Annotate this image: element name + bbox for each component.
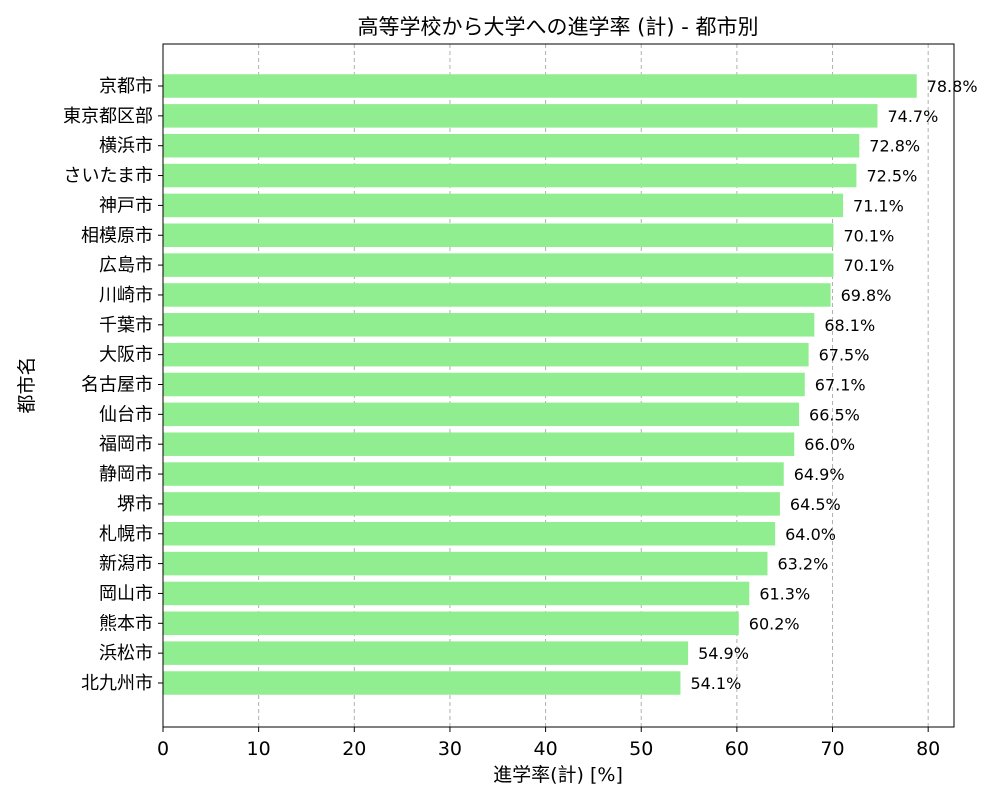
x-tick-layer: 0 10 20 30 40 50 60 70 80	[157, 727, 940, 760]
x-tick-label: 0	[157, 738, 169, 760]
bar	[163, 611, 739, 636]
y-tick-label: 岡山市	[99, 583, 153, 604]
bar	[163, 342, 809, 367]
bar	[163, 522, 776, 546]
bar	[163, 74, 917, 98]
bar-value-label: 74.7%	[887, 107, 938, 126]
data-label-layer: 78.8% 74.7% 72.8% 72.5% 71.1% 70.1% 70.1% 69.8%…	[690, 77, 977, 693]
y-axis-label: 都市名	[16, 356, 38, 413]
bar-value-label: 69.8%	[841, 286, 892, 305]
bar-value-label: 68.1%	[824, 316, 875, 335]
y-tick-label: 札幌市	[99, 524, 153, 545]
bar	[163, 253, 834, 277]
chart-title: 高等学校から大学への進学率 (計) - 都市別	[358, 15, 759, 39]
bar-value-label: 54.9%	[698, 644, 749, 663]
bar-value-label: 78.8%	[927, 77, 978, 96]
y-tick-label: 福岡市	[99, 434, 153, 455]
y-tick-label: 神戸市	[99, 195, 153, 216]
y-tick-label: 名古屋市	[81, 375, 153, 396]
x-tick-label: 10	[247, 738, 271, 760]
bar-value-label: 70.1%	[843, 256, 894, 275]
bar	[163, 372, 805, 397]
y-tick-label: 熊本市	[99, 613, 153, 634]
x-tick-label: 50	[629, 738, 653, 760]
bar	[163, 163, 857, 188]
x-axis-label: 進学率(計) [%]	[493, 764, 623, 786]
bar	[163, 671, 681, 695]
y-tick-label: 堺市	[117, 494, 153, 515]
bar-value-label: 60.2%	[749, 614, 800, 633]
y-tick-label: 仙台市	[99, 404, 153, 425]
y-tick-label: さいたま市	[64, 166, 153, 187]
y-tick-label: 相模原市	[81, 225, 153, 246]
bar	[163, 193, 844, 218]
x-tick-label: 40	[533, 738, 557, 760]
y-tick-label: 広島市	[99, 255, 153, 276]
plot-frame	[162, 43, 955, 728]
bar-value-label: 72.5%	[866, 167, 917, 186]
bar-value-label: 64.0%	[785, 525, 836, 544]
x-tick-label: 60	[725, 738, 749, 760]
x-tick-label: 70	[820, 738, 844, 760]
bar	[163, 551, 768, 576]
bar-value-label: 67.1%	[815, 376, 866, 395]
bar	[163, 313, 815, 337]
bar	[163, 133, 860, 158]
bar-layer	[163, 74, 917, 695]
bar	[163, 283, 831, 307]
bar	[163, 223, 834, 247]
x-tick-label: 20	[342, 738, 366, 760]
x-tick-label: 80	[916, 738, 940, 760]
y-tick-label: 横浜市	[99, 136, 153, 157]
y-tick-label: 新潟市	[99, 554, 153, 575]
bar	[163, 432, 795, 456]
bar-value-label: 66.0%	[804, 435, 855, 454]
bar-value-label: 72.8%	[869, 137, 920, 156]
bar	[163, 641, 689, 665]
y-tick-layer: 京都市東京都区部横浜市さいたま市神戸市相模原市広島市川崎市千葉市大阪市名古屋市仙…	[63, 76, 163, 694]
bar	[163, 492, 780, 516]
y-tick-label: 北九州市	[81, 673, 153, 694]
y-tick-label: 東京都区部	[63, 106, 153, 127]
bar-value-label: 67.5%	[819, 346, 870, 365]
y-tick-label: 川崎市	[99, 285, 153, 306]
bar-value-label: 61.3%	[759, 584, 810, 603]
bar-value-label: 70.1%	[843, 226, 894, 245]
bar-value-label: 66.5%	[809, 405, 860, 424]
y-tick-label: 大阪市	[99, 345, 153, 366]
bar-value-label: 71.1%	[853, 196, 904, 215]
bar-value-label: 63.2%	[777, 555, 828, 574]
bar	[163, 104, 878, 128]
y-tick-label: 静岡市	[99, 464, 153, 485]
y-tick-label: 千葉市	[99, 315, 153, 336]
bar-value-label: 64.5%	[790, 495, 841, 514]
y-tick-label: 京都市	[99, 76, 153, 97]
bar-value-label: 54.1%	[690, 674, 741, 693]
bar	[163, 462, 784, 486]
bar-value-label: 64.9%	[794, 465, 845, 484]
bar	[163, 581, 750, 606]
bar	[163, 402, 800, 427]
y-tick-label: 浜松市	[99, 643, 153, 664]
x-tick-label: 30	[438, 738, 462, 760]
